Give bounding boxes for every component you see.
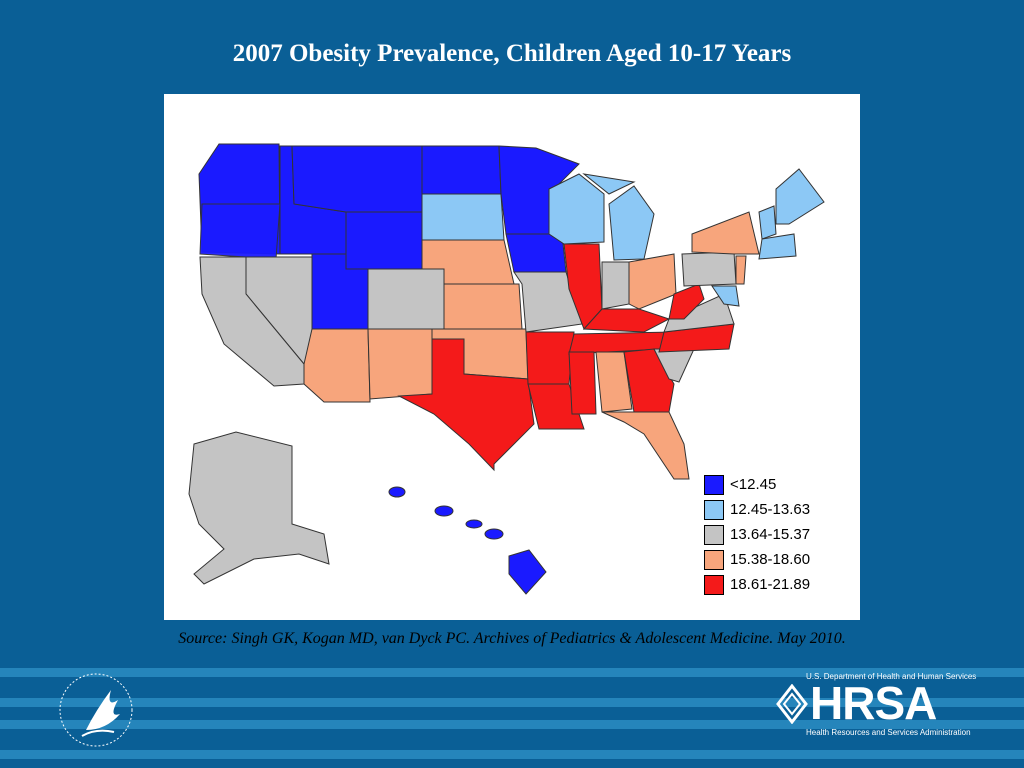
state-michigan-up[interactable]	[582, 173, 636, 195]
legend: <12.45 12.45-13.63 13.64-15.37 15.38-18.…	[704, 472, 810, 597]
legend-label: 15.38-18.60	[730, 551, 811, 568]
source-citation: Source: Singh GK, Kogan MD, van Dyck PC.…	[178, 630, 846, 647]
legend-item: 15.38-18.60	[704, 547, 810, 572]
state-kentucky[interactable]	[582, 308, 671, 333]
hrsa-logo: U.S. Department of Health and Human Serv…	[776, 672, 976, 738]
footer-stripe	[0, 698, 1024, 707]
state-virginia[interactable]	[663, 293, 735, 333]
page-title: 2007 Obesity Prevalence, Children Aged 1…	[232, 40, 792, 67]
state-texas[interactable]	[397, 338, 535, 472]
legend-item: 12.45-13.63	[704, 497, 810, 522]
state-indiana[interactable]	[601, 261, 630, 310]
state-south-dakota[interactable]	[421, 193, 505, 241]
state-vermont[interactable]	[758, 205, 777, 240]
state-hawaii-2[interactable]	[434, 505, 454, 517]
footer-stripe	[0, 720, 1024, 729]
state-florida[interactable]	[601, 411, 690, 480]
state-pennsylvania[interactable]	[681, 251, 737, 287]
state-wisconsin[interactable]	[548, 173, 605, 245]
state-kansas[interactable]	[443, 283, 523, 330]
hrsa-wordmark: HRSA	[810, 677, 937, 729]
state-colorado[interactable]	[367, 268, 445, 330]
state-alaska[interactable]	[188, 431, 330, 585]
state-oregon[interactable]	[199, 203, 281, 260]
legend-label: 13.64-15.37	[730, 526, 811, 543]
legend-swatch	[704, 474, 724, 495]
legend-swatch	[704, 499, 724, 520]
us-map	[188, 143, 825, 595]
state-michigan[interactable]	[608, 185, 655, 261]
legend-swatch	[704, 524, 724, 545]
legend-swatch	[704, 549, 724, 570]
state-hawaii-1[interactable]	[388, 486, 406, 498]
hrsa-agency-text: Health Resources and Services Administra…	[806, 728, 971, 737]
state-maryland[interactable]	[711, 285, 740, 307]
state-missouri[interactable]	[513, 271, 583, 333]
legend-item: <12.45	[704, 472, 810, 497]
state-alabama[interactable]	[595, 351, 633, 413]
hrsa-department-text: U.S. Department of Health and Human Serv…	[806, 672, 977, 681]
hrsa-diamond-icon	[776, 684, 808, 724]
hhs-eagle-icon	[59, 673, 133, 747]
state-new-york[interactable]	[691, 211, 760, 255]
state-new-jersey[interactable]	[735, 255, 747, 285]
state-hawaii-big[interactable]	[508, 549, 547, 595]
footer-band	[0, 664, 1024, 768]
footer-stripe	[0, 668, 1024, 677]
state-massachusetts[interactable]	[758, 233, 797, 260]
legend-item: 18.61-21.89	[704, 572, 810, 597]
state-arkansas[interactable]	[525, 331, 575, 385]
state-mississippi[interactable]	[568, 351, 597, 415]
state-north-dakota[interactable]	[421, 145, 502, 195]
legend-label: 18.61-21.89	[730, 576, 811, 593]
legend-label: 12.45-13.63	[730, 501, 811, 518]
map-panel: <12.45 12.45-13.63 13.64-15.37 15.38-18.…	[164, 94, 860, 620]
state-new-mexico[interactable]	[367, 328, 433, 400]
state-hawaii-4[interactable]	[484, 528, 504, 540]
state-wyoming[interactable]	[345, 211, 423, 270]
state-ohio[interactable]	[628, 253, 677, 310]
state-hawaii-3[interactable]	[465, 519, 483, 529]
state-montana[interactable]	[291, 145, 423, 213]
legend-label: <12.45	[730, 476, 777, 493]
footer-stripe	[0, 750, 1024, 759]
state-louisiana[interactable]	[527, 383, 585, 430]
legend-swatch	[704, 574, 724, 595]
state-maine[interactable]	[775, 168, 825, 225]
legend-item: 13.64-15.37	[704, 522, 810, 547]
state-arizona[interactable]	[303, 328, 371, 403]
